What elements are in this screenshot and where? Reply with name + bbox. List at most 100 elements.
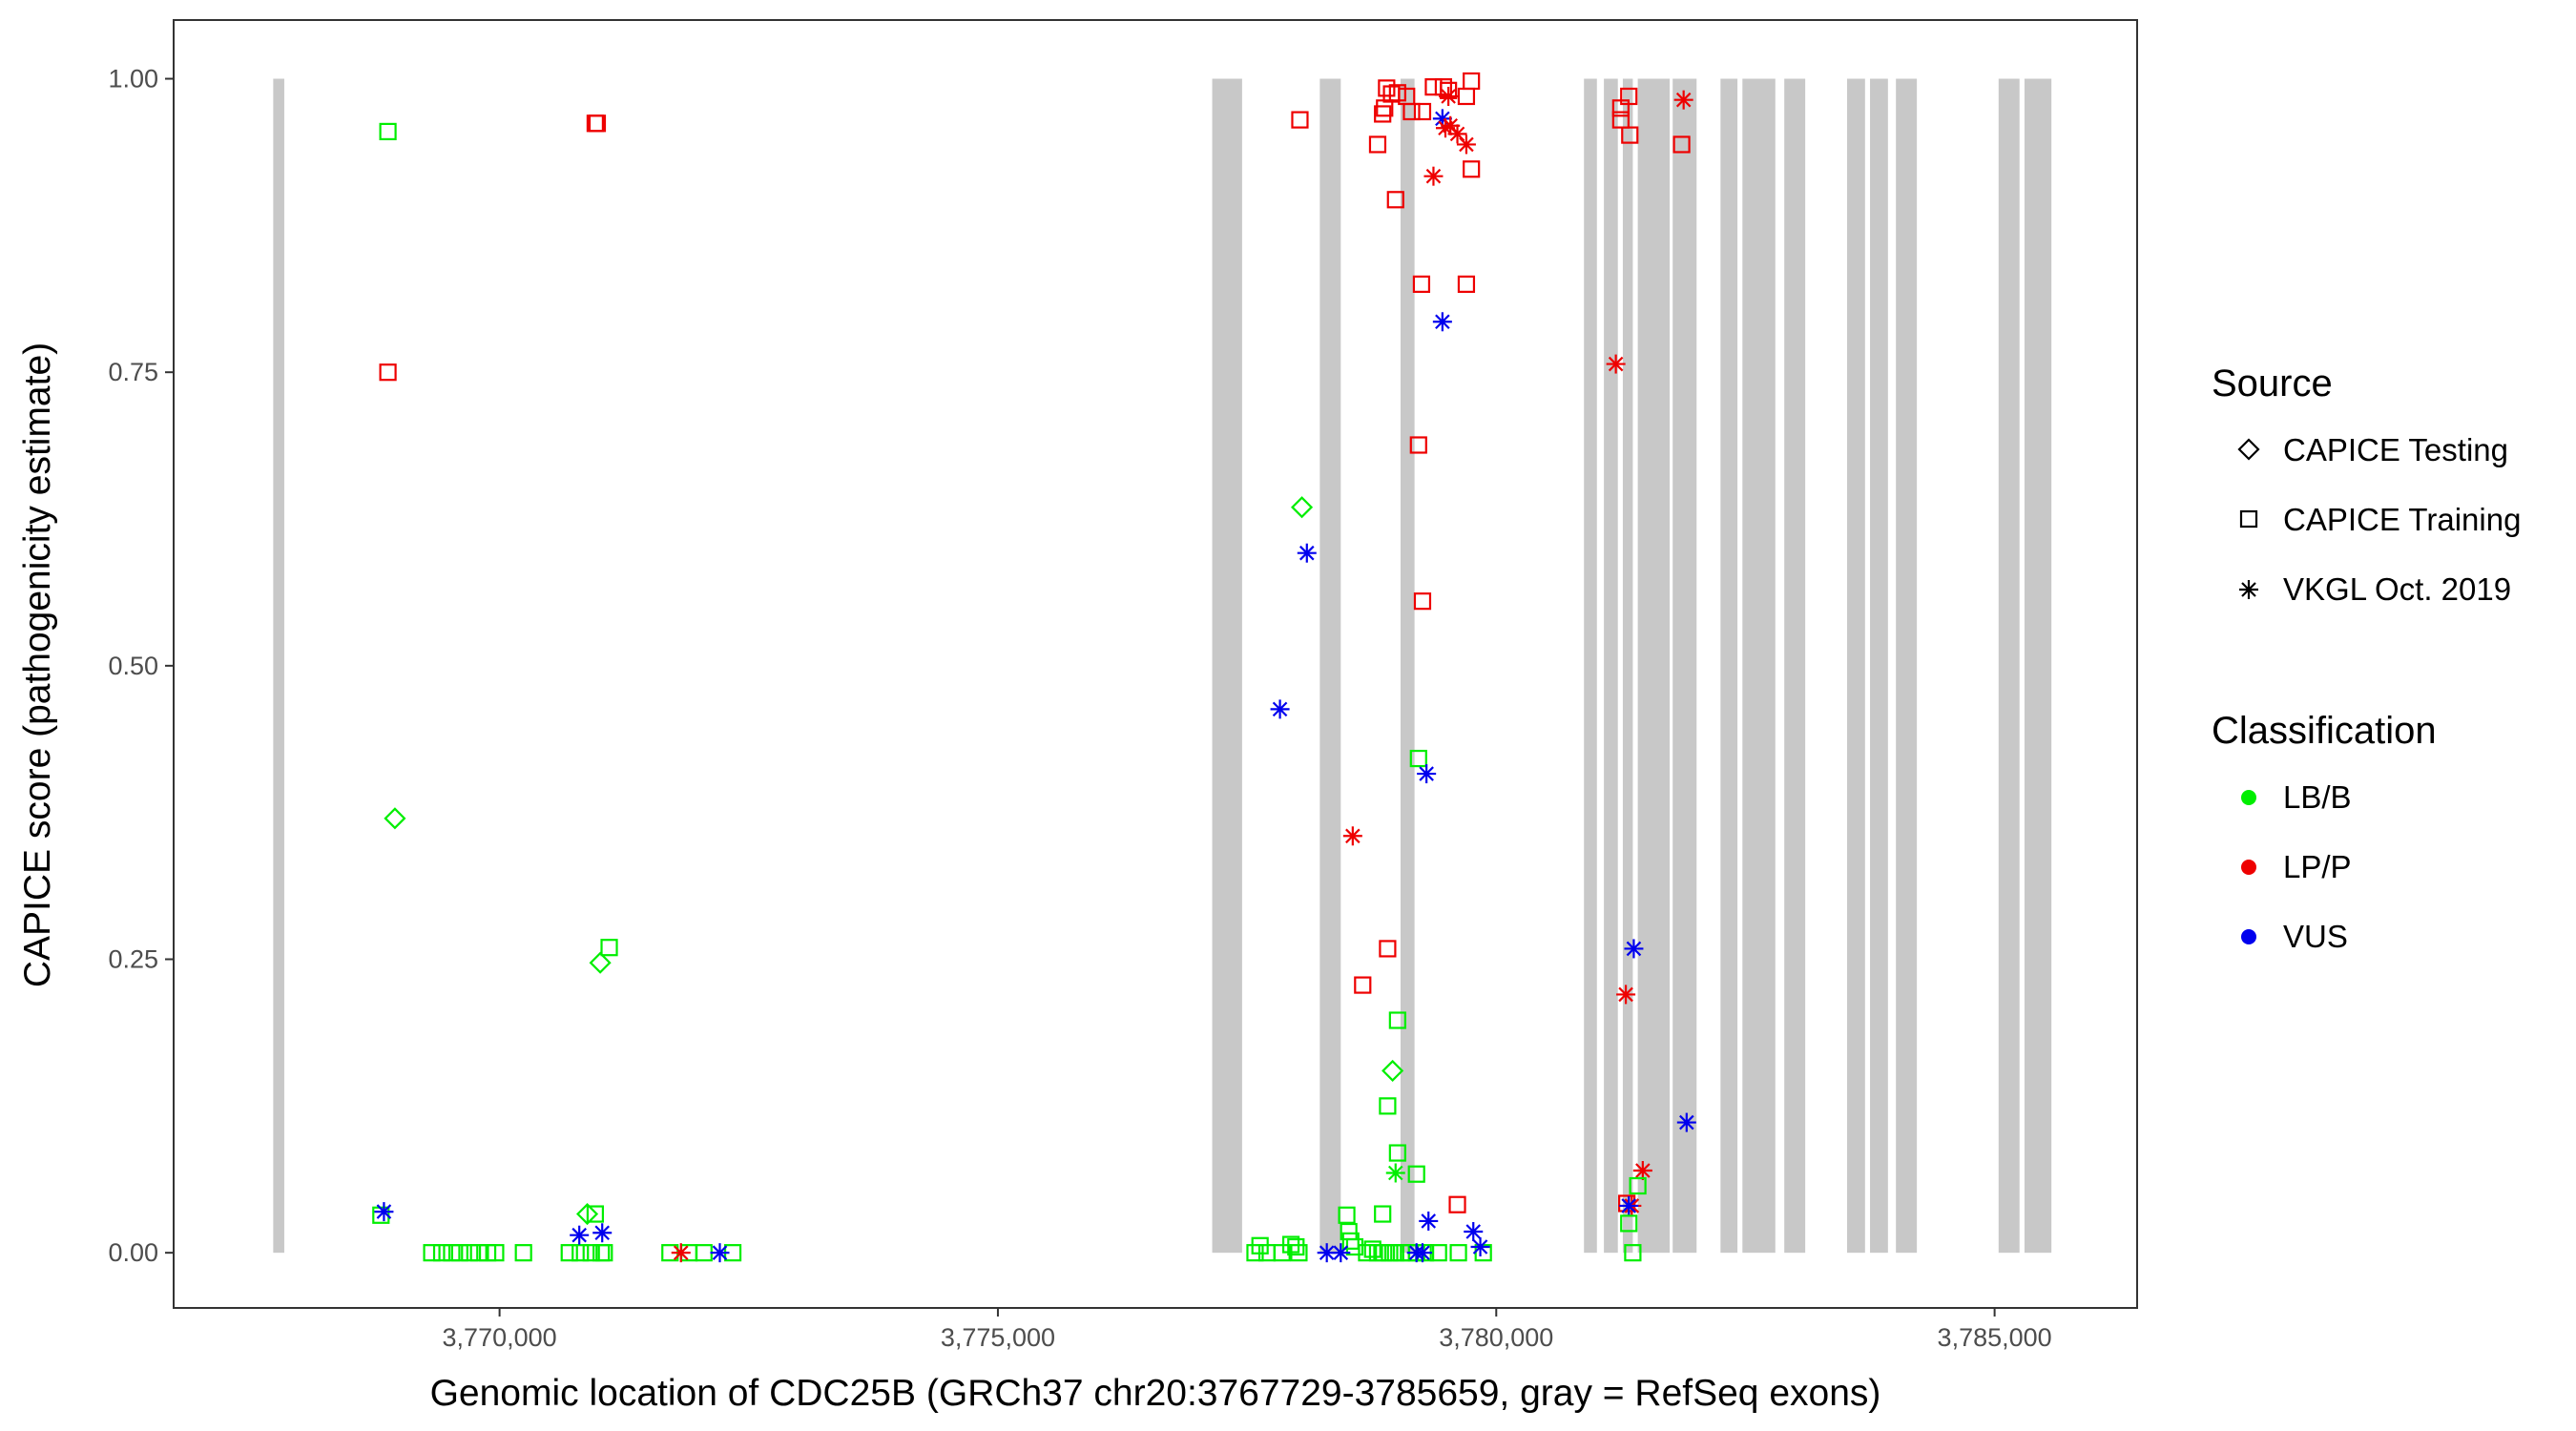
point-lbb-square <box>450 1244 468 1262</box>
point-lbb-square <box>469 1244 488 1262</box>
legend-item-capice-training: CAPICE Training <box>2239 502 2521 537</box>
point-lbb-square <box>1388 1144 1406 1162</box>
point-lpp-star <box>1342 826 1362 846</box>
point-lbb-star <box>1385 1163 1405 1183</box>
point-vus-star <box>1331 1243 1351 1263</box>
exon-band <box>1784 78 1806 1254</box>
y-axis-title: CAPICE score (pathogenicity estimate) <box>17 342 58 987</box>
point-lbb-square <box>571 1244 590 1262</box>
legend-item-vkgl: VKGL Oct. 2019 <box>2239 571 2511 607</box>
y-tick-label: 0.50 <box>108 652 158 680</box>
legend-label: LP/P <box>2283 849 2352 884</box>
point-vus-star <box>710 1243 730 1263</box>
point-lpp-star <box>1447 124 1467 144</box>
point-lpp-star <box>1456 135 1476 155</box>
point-lpp-star <box>1439 86 1459 106</box>
point-vus-star <box>1619 1195 1639 1215</box>
point-lpp-square <box>1611 111 1630 129</box>
legend-label: LB/B <box>2283 779 2352 815</box>
point-lpp-square <box>1448 1195 1466 1213</box>
point-lbb-diamond <box>575 1202 599 1226</box>
point-lpp-square <box>1354 976 1372 994</box>
data-points <box>372 72 1696 1263</box>
point-lbb-diamond <box>1291 496 1314 519</box>
point-lbb-square <box>600 939 618 957</box>
point-lpp-square <box>379 363 397 382</box>
legend-label: VUS <box>2283 919 2348 954</box>
point-vus-star <box>1676 1112 1696 1132</box>
legend: Source CAPICE Testing CAPICE Training VK… <box>2212 363 2521 954</box>
y-tick-label: 0.00 <box>108 1238 158 1267</box>
lpp-key-icon <box>2241 860 2256 875</box>
point-lbb-square <box>582 1244 600 1262</box>
exon-band <box>1998 78 2020 1254</box>
point-lpp-square <box>1378 79 1396 97</box>
point-lpp-square <box>1434 78 1453 96</box>
point-lbb-square <box>423 1244 441 1262</box>
point-lpp-square <box>1413 102 1432 121</box>
exon-bands <box>273 78 2052 1254</box>
legend-classification-title: Classification <box>2212 710 2437 752</box>
point-lpp-star <box>1616 985 1636 1005</box>
point-lbb-square <box>1624 1244 1642 1262</box>
point-vus-star <box>1412 1243 1432 1263</box>
y-axis: 0.00 0.25 0.50 0.75 1.00 <box>108 65 174 1267</box>
point-lbb-square <box>1620 1214 1638 1233</box>
point-lbb-square <box>586 1205 604 1223</box>
legend-label: VKGL Oct. 2019 <box>2283 571 2511 607</box>
plot-panel-border <box>173 19 2138 1309</box>
x-tick-label: 3,780,000 <box>1439 1323 1553 1352</box>
x-tick-label: 3,775,000 <box>941 1323 1055 1352</box>
point-vus-star <box>1270 699 1290 719</box>
point-lpp-square <box>1621 126 1639 144</box>
point-lbb-square <box>1287 1237 1305 1256</box>
point-lpp-star <box>1673 90 1693 110</box>
point-lbb-square <box>1363 1240 1381 1258</box>
point-vus-star <box>570 1225 590 1245</box>
y-tick-label: 0.75 <box>108 358 158 386</box>
point-lpp-square <box>1291 111 1309 129</box>
point-lpp-square <box>588 114 607 133</box>
point-lbb-diamond <box>589 951 612 974</box>
point-lpp-star <box>1632 1161 1652 1181</box>
point-lbb-square <box>560 1244 578 1262</box>
exon-band <box>1847 78 1865 1254</box>
point-lbb-square <box>1388 1011 1406 1029</box>
point-vus-star <box>1419 1211 1439 1231</box>
point-lbb-square <box>1409 749 1427 768</box>
legend-label: CAPICE Testing <box>2283 432 2508 467</box>
point-lbb-square <box>432 1244 451 1262</box>
point-lpp-square <box>1388 84 1406 102</box>
x-tick-label: 3,770,000 <box>443 1323 557 1352</box>
point-lbb-square <box>1358 1244 1376 1262</box>
exon-band <box>1637 78 1671 1254</box>
exon-band <box>1212 78 1242 1254</box>
exon-band <box>1400 78 1415 1254</box>
point-lpp-square <box>1620 87 1638 106</box>
point-lbb-square <box>592 1244 611 1262</box>
point-vus-star <box>1432 312 1452 332</box>
y-tick-label: 1.00 <box>108 65 158 93</box>
point-vus-star <box>374 1202 394 1222</box>
exon-band <box>1720 78 1738 1254</box>
point-lbb-square <box>1374 1205 1392 1223</box>
legend-label: CAPICE Training <box>2283 502 2521 537</box>
point-lpp-square <box>1386 191 1404 209</box>
point-lpp-star <box>1423 166 1444 186</box>
square-key-icon <box>2239 509 2258 529</box>
exon-band <box>1870 78 1888 1254</box>
diamond-key-icon <box>2237 438 2260 461</box>
point-vus-star <box>1417 764 1437 784</box>
vus-key-icon <box>2241 929 2256 944</box>
exon-band <box>1672 78 1697 1254</box>
point-lpp-square <box>1412 275 1431 293</box>
point-lpp-square <box>1672 135 1691 154</box>
point-lbb-square <box>1629 1176 1647 1195</box>
point-vus-star <box>1470 1237 1490 1257</box>
star-key-icon <box>2239 580 2258 599</box>
x-axis: 3,770,000 3,775,000 3,780,000 3,785,000 <box>443 1308 2052 1352</box>
point-lpp-square <box>1374 105 1392 123</box>
lbb-key-icon <box>2241 790 2256 805</box>
